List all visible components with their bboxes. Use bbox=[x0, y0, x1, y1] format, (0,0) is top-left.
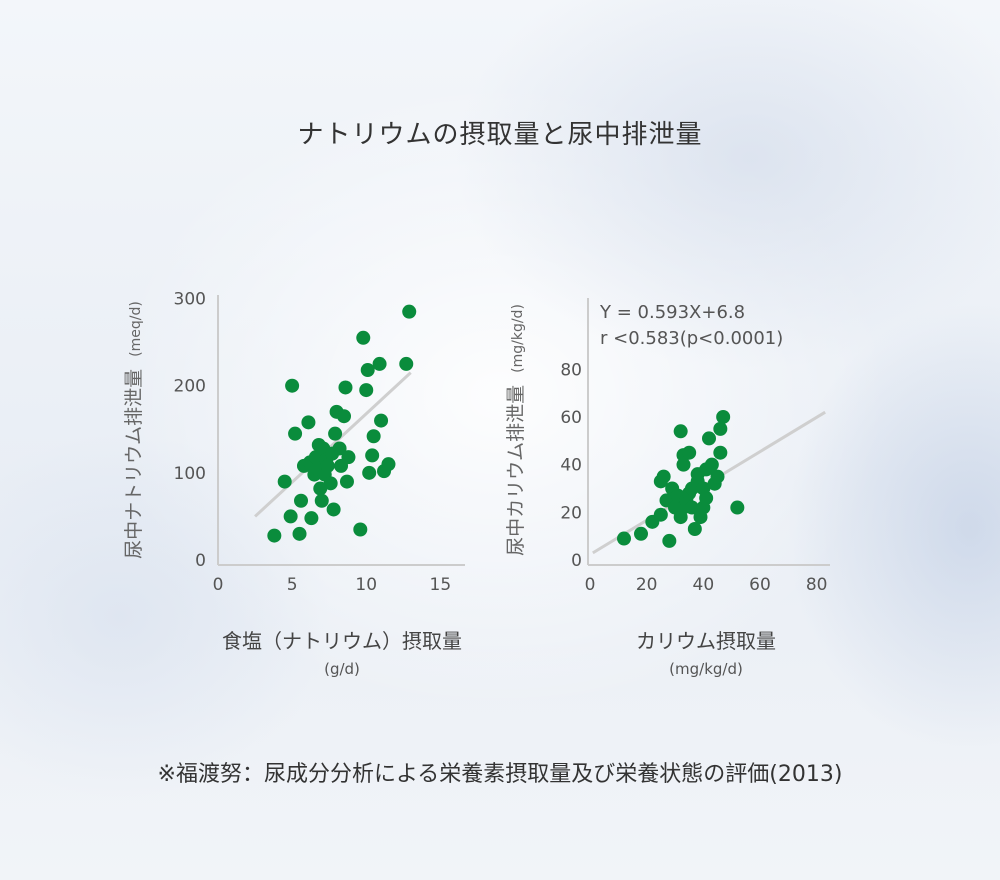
sodium-data-point bbox=[372, 356, 387, 371]
sodium-data-point bbox=[301, 415, 316, 430]
sodium-x-label: 食塩（ナトリウム）摂取量 bbox=[222, 629, 462, 653]
sodium-data-point bbox=[365, 448, 380, 463]
potassium-data-point bbox=[710, 469, 725, 484]
sodium-data-point bbox=[267, 528, 282, 543]
potassium-y-unit: (mg/kg/d) bbox=[510, 304, 526, 373]
sodium-x-tick-label: 0 bbox=[213, 575, 224, 595]
sodium-data-point bbox=[353, 522, 368, 537]
potassium-data-point bbox=[730, 500, 745, 515]
potassium-y-tick-label: 60 bbox=[560, 408, 582, 428]
potassium-correlation: r <0.583(p<0.0001) bbox=[600, 328, 783, 349]
sodium-x-tick-label: 5 bbox=[287, 575, 298, 595]
potassium-data-point bbox=[682, 445, 697, 460]
sodium-data-point bbox=[294, 493, 309, 508]
sodium-x-tick-label: 15 bbox=[430, 575, 452, 595]
potassium-data-point bbox=[653, 507, 668, 522]
sodium-data-point bbox=[332, 441, 347, 456]
sodium-x-tick-label: 10 bbox=[355, 575, 377, 595]
sodium-data-point bbox=[402, 304, 417, 319]
sodium-data-point bbox=[338, 380, 353, 395]
potassium-data-point bbox=[713, 421, 728, 436]
potassium-y-tick-label: 40 bbox=[560, 456, 582, 476]
potassium-data-point bbox=[617, 531, 631, 546]
sodium-data-point bbox=[399, 356, 414, 371]
sodium-data-point bbox=[314, 493, 329, 508]
sodium-data-point bbox=[313, 481, 328, 496]
potassium-x-tick-label: 40 bbox=[693, 575, 715, 595]
sodium-data-point bbox=[366, 429, 381, 444]
sodium-y-label: 尿中ナトリウム排泄量 (meq/d) bbox=[123, 301, 145, 559]
potassium-data-point bbox=[685, 500, 699, 515]
sodium-y-tick-label: 0 bbox=[195, 551, 206, 571]
potassium-y-tick-label: 80 bbox=[560, 360, 582, 380]
potassium-data-point bbox=[687, 522, 702, 537]
sodium-data-point bbox=[277, 474, 292, 489]
potassium-y-label-text: 尿中カリウム排泄量 bbox=[505, 385, 527, 556]
source-note: ※福渡努：尿成分分析による栄養素摂取量及び栄養状態の評価(2013) bbox=[157, 762, 843, 787]
potassium-axes bbox=[587, 298, 830, 566]
potassium-x-tick-label: 80 bbox=[806, 575, 828, 595]
potassium-data-point bbox=[713, 445, 728, 460]
sodium-data-point bbox=[323, 476, 338, 491]
page-title: ナトリウムの摂取量と尿中排泄量 bbox=[297, 120, 703, 150]
sodium-data-point bbox=[288, 426, 303, 441]
sodium-data-point bbox=[356, 330, 371, 345]
sodium-data-point bbox=[381, 457, 396, 472]
sodium-data-point bbox=[362, 465, 377, 480]
sodium-data-point bbox=[359, 383, 374, 398]
sodium-axes bbox=[217, 295, 465, 566]
potassium-x-unit: (mg/kg/d) bbox=[669, 660, 743, 678]
potassium-x-tick-label: 60 bbox=[749, 575, 771, 595]
potassium-data-point bbox=[716, 409, 731, 424]
sodium-data-point bbox=[374, 413, 389, 428]
potassium-data-point bbox=[634, 526, 648, 541]
sodium-data-point bbox=[285, 378, 300, 393]
potassium-y-tick-label: 20 bbox=[560, 503, 582, 523]
sodium-data-point bbox=[337, 409, 351, 424]
sodium-data-point bbox=[339, 474, 354, 489]
sodium-y-tick-label: 200 bbox=[174, 377, 206, 397]
sodium-y-unit: (meq/d) bbox=[128, 301, 144, 357]
sodium-x-unit: (g/d) bbox=[324, 660, 360, 678]
potassium-y-label: 尿中カリウム排泄量 (mg/kg/d) bbox=[505, 304, 527, 556]
potassium-data-point bbox=[704, 457, 719, 472]
sodium-data-point bbox=[328, 426, 343, 441]
potassium-data-point bbox=[673, 424, 688, 439]
potassium-data-point bbox=[656, 469, 671, 484]
potassium-y-tick-label: 0 bbox=[571, 551, 582, 571]
sodium-y-tick-label: 300 bbox=[174, 290, 206, 310]
potassium-data-point bbox=[662, 533, 677, 548]
potassium-x-tick-label: 0 bbox=[585, 575, 596, 595]
sodium-data-point bbox=[341, 450, 356, 465]
sodium-data-point bbox=[326, 502, 341, 517]
sodium-y-tick-label: 100 bbox=[174, 464, 206, 484]
sodium-data-point bbox=[283, 509, 298, 524]
sodium-data-point bbox=[320, 458, 335, 473]
sodium-y-label-text: 尿中ナトリウム排泄量 bbox=[123, 369, 145, 559]
potassium-equation: Y = 0.593X+6.8 bbox=[599, 302, 745, 323]
potassium-data-point bbox=[702, 431, 716, 446]
sodium-data-point bbox=[360, 363, 375, 378]
potassium-x-tick-label: 20 bbox=[636, 575, 658, 595]
sodium-data-point bbox=[304, 511, 319, 526]
sodium-trend-line bbox=[254, 371, 412, 518]
sodium-data-point bbox=[292, 526, 307, 541]
potassium-x-label: カリウム摂取量 bbox=[636, 629, 776, 653]
potassium-data-point bbox=[699, 491, 714, 506]
